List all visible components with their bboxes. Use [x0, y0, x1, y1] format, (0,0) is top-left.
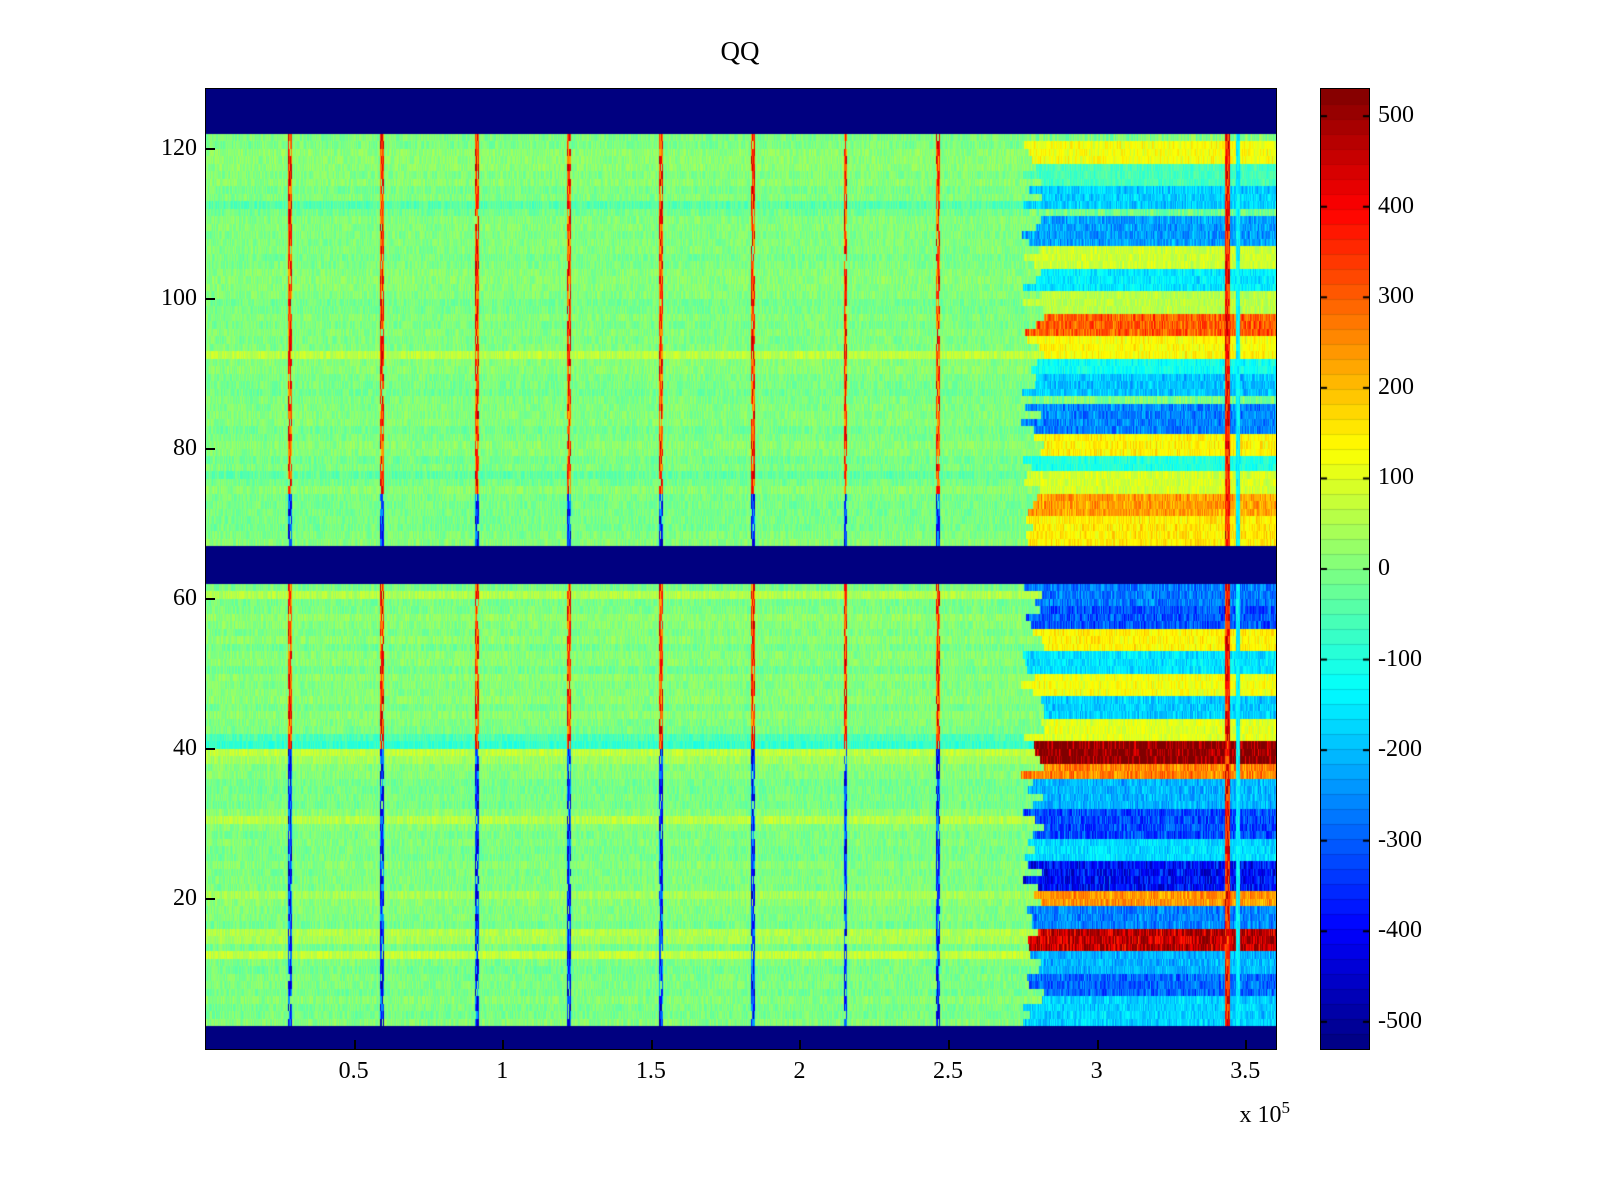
x-axis-tick-label: 1.5	[635, 1058, 666, 1084]
x-axis-tick-mark	[650, 1040, 653, 1049]
colorbar-tick-label: -400	[1378, 917, 1422, 944]
y-axis-tick-label: 40	[173, 735, 197, 761]
heatmap-canvas	[206, 89, 1276, 1049]
heatmap-plot-area	[205, 88, 1277, 1050]
x-axis-tick-label: 2.5	[933, 1058, 964, 1084]
x-axis-tick-mark	[1096, 1040, 1099, 1049]
y-axis-tick-mark	[206, 748, 215, 750]
x-axis-multiplier-label: x 105	[1160, 1098, 1291, 1129]
y-axis-tick-label: 120	[161, 135, 197, 161]
colorbar-tick-label: 0	[1378, 555, 1390, 581]
y-axis-tick-label: 100	[161, 285, 197, 311]
x-axis-tick-label: 0.5	[338, 1058, 369, 1084]
x-axis-tick-label: 1	[496, 1058, 509, 1084]
y-axis-tick-mark	[206, 598, 215, 600]
y-axis-tick-label: 80	[173, 435, 197, 461]
x-axis-tick-mark	[502, 1040, 505, 1049]
x-axis-tick-label: 3	[1090, 1058, 1103, 1084]
colorbar-tick-label: 200	[1378, 373, 1414, 400]
x-axis-multiplier-exponent: 5	[1281, 1098, 1291, 1117]
colorbar-tick-label: 100	[1378, 464, 1414, 491]
colorbar-tick-label: 300	[1378, 283, 1414, 310]
colorbar-tick-label: -500	[1378, 1007, 1422, 1034]
y-axis-tick-mark	[206, 898, 215, 900]
x-axis-tick-label: 3.5	[1230, 1058, 1261, 1084]
x-axis-multiplier-base: x 10	[1239, 1102, 1282, 1128]
colorbar-canvas	[1321, 89, 1369, 1049]
y-axis-tick-label: 20	[173, 885, 197, 911]
colorbar-tick-label: 400	[1378, 192, 1414, 219]
y-axis-tick-mark	[206, 148, 215, 150]
y-axis-tick-mark	[206, 298, 215, 300]
chart-title: QQ	[720, 36, 760, 66]
x-axis-tick-mark	[353, 1040, 356, 1049]
x-axis-tick-mark	[799, 1040, 802, 1049]
colorbar-tick-label: 500	[1378, 102, 1414, 129]
x-axis-tick-mark	[948, 1040, 951, 1049]
y-axis-tick-mark	[206, 448, 215, 450]
colorbar-tick-label: -300	[1378, 826, 1422, 853]
colorbar-tick-label: -100	[1378, 645, 1422, 672]
colorbar	[1320, 88, 1370, 1050]
colorbar-tick-label: -200	[1378, 736, 1422, 763]
y-axis-tick-label: 60	[173, 585, 197, 611]
x-axis-tick-label: 2	[793, 1058, 806, 1084]
x-axis-tick-mark	[1245, 1040, 1248, 1049]
